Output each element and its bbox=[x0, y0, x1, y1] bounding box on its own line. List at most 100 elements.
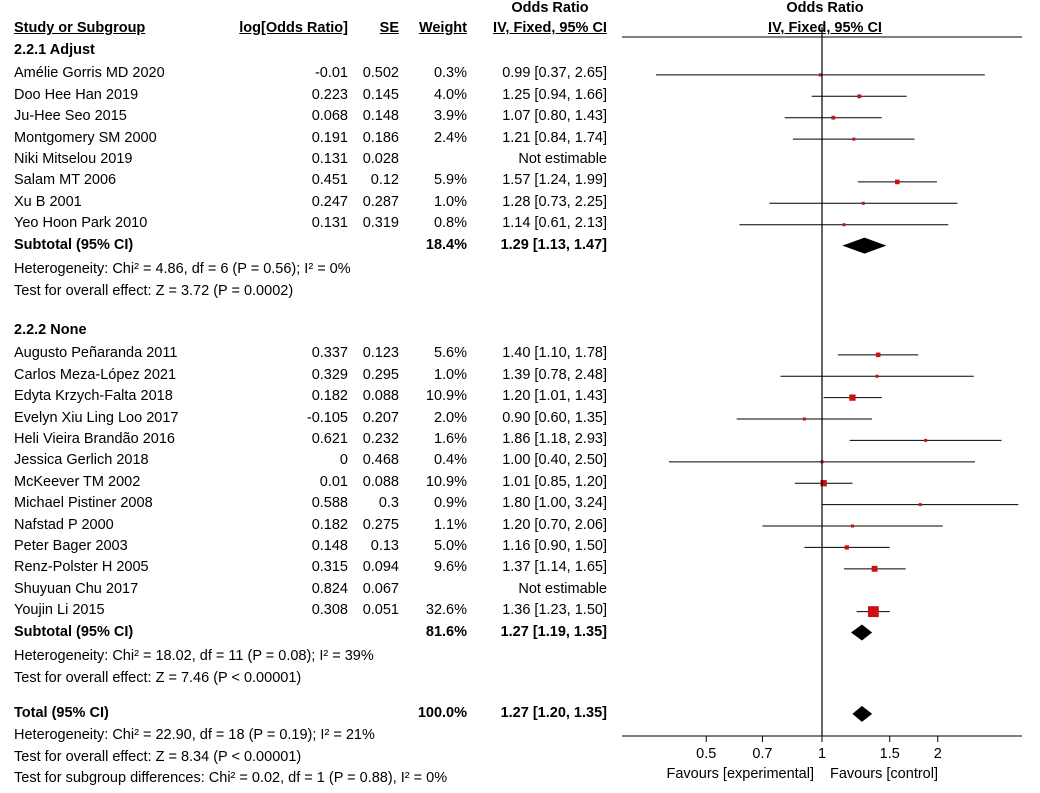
study-se: 0.145 bbox=[362, 86, 399, 103]
subgroup-title: 2.2.2 None bbox=[14, 321, 87, 338]
study-ci: 1.37 [1.14, 1.65] bbox=[502, 559, 607, 576]
heterogeneity-text: Heterogeneity: Chi² = 18.02, df = 11 (P … bbox=[14, 647, 374, 664]
study-se: 0.094 bbox=[362, 559, 399, 576]
study-logor: 0.131 bbox=[311, 215, 348, 232]
study-name: Youjin Li 2015 bbox=[14, 602, 105, 619]
study-ci: 1.39 [0.78, 2.48] bbox=[502, 366, 607, 383]
study-logor: 0.148 bbox=[311, 537, 348, 554]
study-ci: 1.00 [0.40, 2.50] bbox=[502, 452, 607, 469]
study-name: Michael Pistiner 2008 bbox=[14, 495, 153, 512]
study-se: 0.287 bbox=[362, 193, 399, 210]
point-estimate-square bbox=[850, 524, 854, 528]
study-ci: 1.36 [1.23, 1.50] bbox=[502, 602, 607, 619]
subtotal-label: Subtotal (95% CI) bbox=[14, 236, 134, 253]
study-ci: 1.80 [1.00, 3.24] bbox=[502, 495, 607, 512]
study-logor: 0.182 bbox=[311, 516, 348, 533]
study-logor: 0.588 bbox=[311, 495, 348, 512]
study-name: Edyta Krzych-Falta 2018 bbox=[14, 388, 173, 405]
study-se: 0.186 bbox=[362, 129, 399, 146]
heterogeneity-text: Heterogeneity: Chi² = 4.86, df = 6 (P = … bbox=[14, 261, 351, 277]
study-weight: 1.1% bbox=[433, 516, 467, 533]
point-estimate-square bbox=[820, 480, 827, 487]
study-logor: 0.191 bbox=[311, 129, 348, 146]
study-name: Shuyuan Chu 2017 bbox=[14, 580, 139, 597]
point-estimate-square bbox=[875, 352, 881, 358]
study-name: Heli Vieira Brandão 2016 bbox=[14, 430, 175, 447]
study-se: 0.067 bbox=[362, 580, 399, 597]
study-name: Renz-Polster H 2005 bbox=[14, 559, 149, 576]
overall-effect-text: Test for overall effect: Z = 7.46 (P < 0… bbox=[14, 670, 302, 687]
study-weight: 1.0% bbox=[433, 366, 467, 383]
study-logor: 0.01 bbox=[319, 473, 348, 490]
subtotal-label: Subtotal (95% CI) bbox=[14, 623, 134, 640]
total-diamond bbox=[852, 705, 873, 722]
study-logor: 0.308 bbox=[311, 602, 348, 619]
study-logor: 0.337 bbox=[311, 345, 348, 362]
study-weight: 5.6% bbox=[433, 345, 467, 362]
study-logor: 0.451 bbox=[311, 172, 348, 189]
subtotal-diamond bbox=[842, 237, 887, 254]
study-name: Salam MT 2006 bbox=[14, 172, 117, 189]
study-ci: 1.40 [1.10, 1.78] bbox=[502, 345, 607, 362]
x-tick-label: 2 bbox=[934, 746, 942, 762]
study-logor: 0.621 bbox=[311, 430, 348, 447]
study-name: Yeo Hoon Park 2010 bbox=[14, 215, 148, 232]
study-weight: 4.0% bbox=[433, 86, 467, 103]
x-tick-label: 1.5 bbox=[880, 746, 900, 762]
point-estimate-square bbox=[861, 201, 865, 205]
study-se: 0.3 bbox=[378, 495, 399, 512]
total-ci: 1.27 [1.20, 1.35] bbox=[500, 704, 607, 721]
header-logor: log[Odds Ratio] bbox=[239, 20, 348, 36]
study-name: Jessica Gerlich 2018 bbox=[14, 452, 149, 469]
study-name: Ju-Hee Seo 2015 bbox=[14, 108, 127, 125]
overall-effect-text: Test for overall effect: Z = 3.72 (P = 0… bbox=[14, 283, 294, 300]
subtotal-diamond bbox=[851, 624, 873, 641]
header-weight: Weight bbox=[418, 20, 467, 36]
study-name: Xu B 2001 bbox=[14, 193, 82, 210]
footer-stat-text: Test for subgroup differences: Chi² = 0.… bbox=[14, 770, 448, 787]
study-ci: 1.01 [0.85, 1.20] bbox=[502, 473, 607, 490]
footer-stat-text: Heterogeneity: Chi² = 22.90, df = 18 (P … bbox=[14, 727, 375, 744]
header-plot-bottom: IV, Fixed, 95% CI bbox=[768, 20, 882, 36]
subtotal-weight: 81.6% bbox=[425, 623, 467, 640]
study-ci: 1.57 [1.24, 1.99] bbox=[502, 172, 607, 189]
study-weight: 1.6% bbox=[433, 430, 467, 447]
study-se: 0.13 bbox=[370, 537, 399, 554]
study-se: 0.123 bbox=[362, 345, 399, 362]
study-logor: 0.182 bbox=[311, 388, 348, 405]
study-se: 0.051 bbox=[362, 602, 399, 619]
study-logor: -0.105 bbox=[306, 409, 348, 426]
study-name: Montgomery SM 2000 bbox=[14, 129, 157, 146]
study-logor: 0 bbox=[339, 452, 348, 469]
study-weight: 9.6% bbox=[433, 559, 467, 576]
study-weight: 10.9% bbox=[425, 388, 467, 405]
study-name: McKeever TM 2002 bbox=[14, 473, 141, 490]
study-se: 0.468 bbox=[362, 452, 399, 469]
study-ci: 1.20 [1.01, 1.43] bbox=[502, 388, 607, 405]
study-weight: 0.9% bbox=[433, 495, 467, 512]
subtotal-ci: 1.27 [1.19, 1.35] bbox=[500, 623, 607, 640]
x-tick-label: 0.7 bbox=[752, 746, 772, 762]
study-name: Nafstad P 2000 bbox=[14, 516, 114, 533]
study-ci: 1.25 [0.94, 1.66] bbox=[502, 86, 607, 103]
header-se: SE bbox=[379, 20, 399, 36]
total-weight: 100.0% bbox=[417, 704, 467, 721]
study-weight: 0.4% bbox=[433, 452, 467, 469]
study-ci: 1.21 [0.84, 1.74] bbox=[502, 129, 607, 146]
header-study: Study or Subgroup bbox=[14, 20, 146, 36]
x-tick-label: 0.5 bbox=[696, 746, 716, 762]
point-estimate-square bbox=[802, 417, 806, 421]
total-label: Total (95% CI) bbox=[14, 704, 109, 721]
subtotal-weight: 18.4% bbox=[425, 236, 467, 253]
point-estimate-square bbox=[842, 223, 846, 227]
study-logor: 0.329 bbox=[311, 366, 348, 383]
study-ci: 0.90 [0.60, 1.35] bbox=[502, 409, 607, 426]
study-weight: 2.4% bbox=[433, 129, 467, 146]
study-name: Evelyn Xiu Ling Loo 2017 bbox=[14, 409, 179, 426]
subgroup-title: 2.2.1 Adjust bbox=[14, 42, 95, 58]
x-tick-label: 1 bbox=[818, 746, 826, 762]
study-name: Amélie Gorris MD 2020 bbox=[14, 65, 165, 82]
study-ci: Not estimable bbox=[518, 580, 607, 597]
study-ci: 0.99 [0.37, 2.65] bbox=[502, 65, 607, 82]
study-ci: 1.20 [0.70, 2.06] bbox=[502, 516, 607, 533]
